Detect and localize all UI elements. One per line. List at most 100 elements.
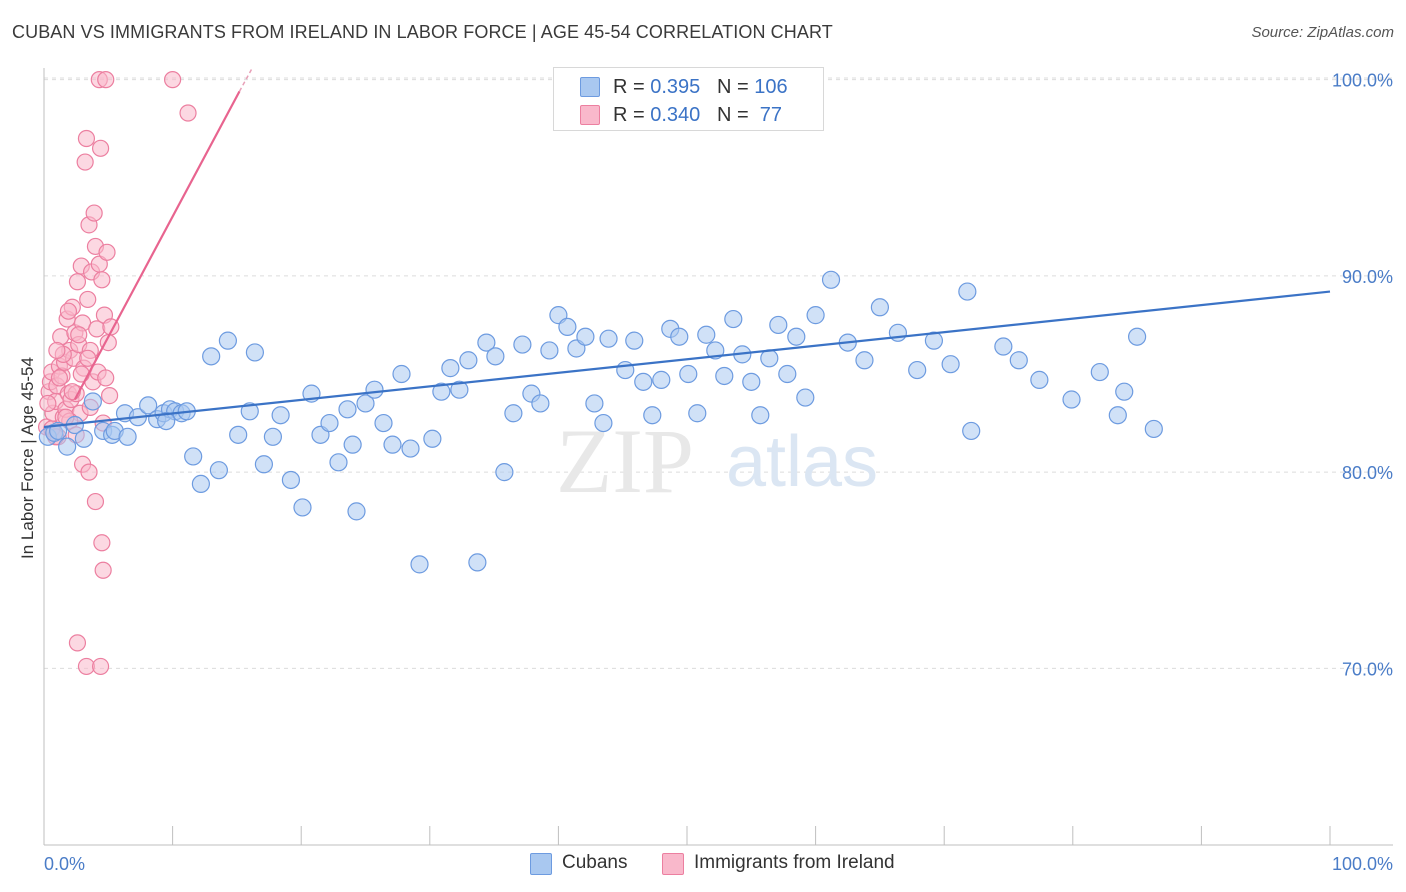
cuban-point — [423, 429, 442, 448]
cuban-point — [1127, 327, 1147, 346]
cuban-point — [1062, 390, 1081, 409]
cuban-point — [670, 327, 689, 346]
cuban-point — [634, 372, 653, 391]
cuban-point — [751, 406, 770, 425]
cuban-point — [245, 343, 265, 362]
ireland-point — [70, 326, 88, 344]
cuban-point — [1090, 362, 1109, 382]
cuban-point — [1108, 406, 1127, 425]
cuban-point — [392, 364, 411, 384]
cuban-point — [263, 427, 283, 446]
r-label: R = — [613, 104, 651, 126]
cuban-point — [432, 382, 451, 401]
cuban-point — [410, 555, 429, 574]
cuban-point — [338, 400, 357, 419]
cuban-point — [908, 360, 927, 380]
cuban-point — [724, 309, 743, 329]
ireland-point — [98, 243, 116, 261]
ireland-point — [77, 129, 96, 148]
cuban-point — [118, 427, 137, 446]
x-tick-label-max: 100.0% — [1332, 854, 1393, 874]
cuban-point — [778, 364, 797, 384]
legend-swatch-cubans — [580, 77, 600, 97]
cuban-point — [504, 404, 523, 423]
y-tick-label: 80.0% — [1342, 463, 1393, 483]
ireland-point — [164, 71, 182, 89]
axes — [43, 68, 1393, 846]
ireland-point — [91, 139, 110, 157]
cuban-point — [1009, 351, 1028, 370]
cuban-point — [652, 370, 671, 389]
r-label: R = — [613, 76, 651, 98]
cuban-point — [202, 347, 221, 366]
cuban-point — [806, 306, 825, 325]
cuban-point — [459, 351, 478, 370]
cuban-point — [769, 315, 788, 335]
series-ireland — [37, 71, 197, 676]
cuban-point — [365, 380, 384, 399]
cuban-point — [441, 359, 460, 378]
ireland-point — [76, 153, 94, 171]
y-tick-label: 100.0% — [1332, 71, 1393, 91]
ireland-point — [68, 273, 87, 291]
n-value: 77 — [754, 104, 783, 126]
cuban-point — [293, 498, 312, 517]
cuban-point — [184, 447, 203, 466]
cuban-point — [383, 435, 402, 454]
cuban-point — [821, 270, 841, 289]
cuban-point — [343, 435, 362, 454]
cuban-point — [1144, 419, 1163, 439]
legend-swatch-ireland — [580, 105, 600, 125]
cuban-point — [513, 335, 532, 354]
ireland-trend-extension — [238, 67, 253, 92]
cuban-point — [958, 282, 977, 301]
ireland-point — [79, 290, 97, 309]
cuban-point — [643, 406, 662, 425]
ireland-legend-label: Immigrants from Ireland — [694, 852, 895, 873]
ireland-point — [179, 104, 197, 122]
cubans-swatch — [530, 853, 552, 875]
ireland-point — [97, 71, 115, 89]
cuban-point — [941, 355, 960, 374]
ireland-point — [50, 369, 69, 387]
cuban-point — [855, 351, 874, 370]
cuban-point — [715, 366, 734, 386]
cuban-point — [139, 396, 158, 415]
cuban-point — [320, 413, 339, 433]
cuban-point — [191, 474, 210, 493]
ireland-point — [59, 302, 78, 320]
cuban-point — [688, 404, 707, 423]
y-tick-label: 70.0% — [1342, 659, 1393, 679]
cubans-trend-line — [43, 290, 1331, 429]
cuban-point — [994, 337, 1013, 356]
x-tick-label-min: 0.0% — [44, 854, 85, 874]
cuban-point — [599, 329, 618, 348]
cuban-point — [760, 349, 779, 368]
cuban-point — [594, 413, 613, 433]
ireland-point — [72, 365, 90, 383]
cuban-point — [495, 463, 514, 482]
cuban-point — [1030, 370, 1049, 389]
cuban-point — [240, 402, 259, 421]
cuban-point — [576, 327, 595, 346]
cuban-point — [697, 325, 716, 344]
ireland-point — [93, 534, 111, 552]
cuban-point — [468, 553, 487, 572]
cuban-point — [329, 453, 348, 472]
cuban-point — [157, 412, 176, 431]
trend-lines — [43, 67, 1331, 429]
cuban-point — [347, 502, 366, 521]
watermark-zip: ZIP — [556, 410, 694, 512]
cuban-point — [58, 437, 77, 456]
cuban-point — [229, 425, 248, 444]
cuban-point — [924, 331, 944, 350]
source-label: Source: ZipAtlas.com — [1251, 24, 1394, 41]
tick-labels: 100.0% 90.0% 80.0% 70.0% 0.0% 100.0% — [44, 71, 1393, 874]
ireland-trend-line — [73, 90, 241, 401]
cuban-point — [1115, 382, 1134, 401]
ireland-swatch — [662, 853, 684, 875]
cuban-point — [540, 341, 559, 360]
cuban-point — [962, 421, 981, 441]
cuban-point — [254, 455, 274, 474]
ireland-point — [85, 204, 103, 222]
